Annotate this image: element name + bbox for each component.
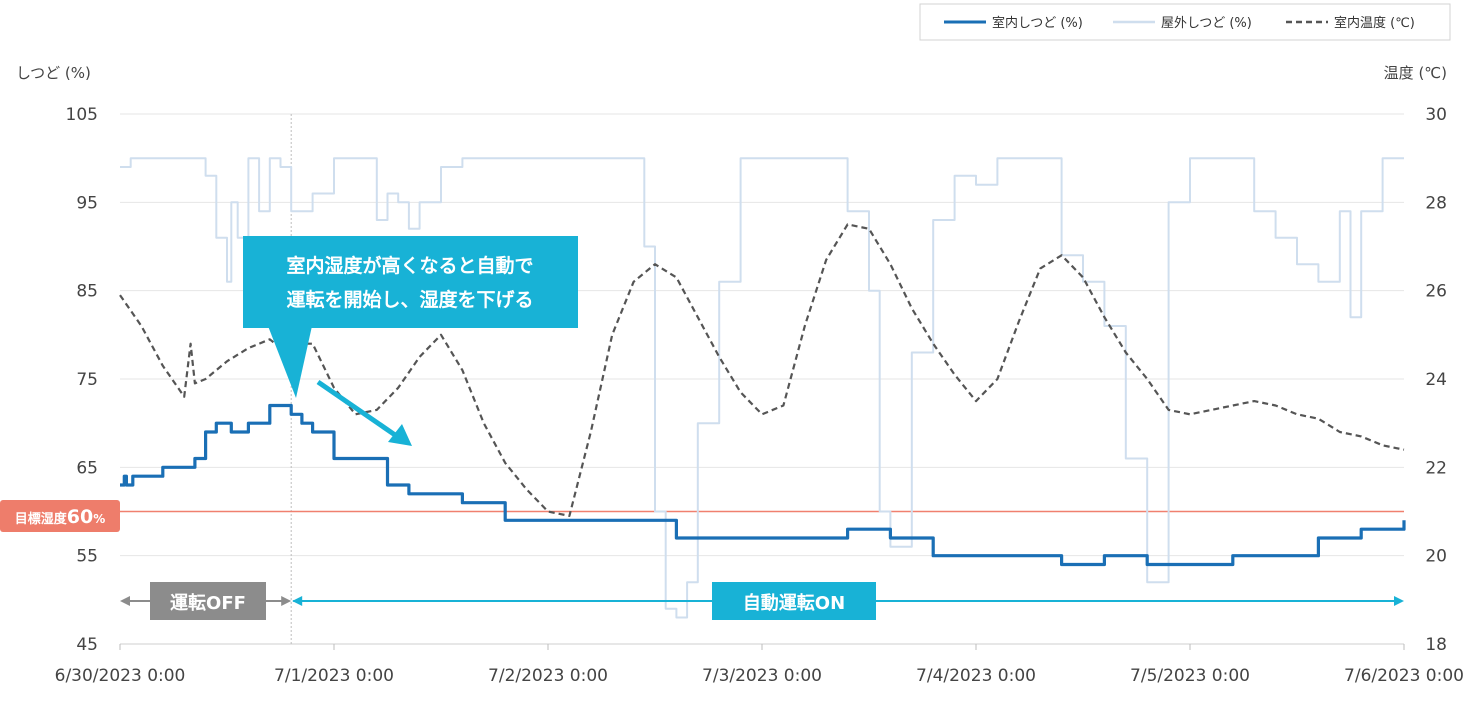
y-left-tick-label: 105 [66,105,98,125]
y-left-tick-label: 45 [76,635,98,655]
y-right-tick-label: 18 [1425,635,1447,655]
x-tick-label: 7/1/2023 0:00 [274,666,394,686]
y-right-tick-label: 22 [1425,458,1447,478]
series-line-outdoor-humidity [120,157,1404,619]
callout-pointer [268,326,312,398]
y-left-tick-label: 75 [76,370,98,390]
off-band-arrowhead-left [120,596,130,606]
svg-text:目標湿度60%: 目標湿度60% [15,506,106,528]
y-left-tick-label: 85 [76,282,98,302]
target-humidity-label: 目標湿度60% [0,500,120,532]
y-right-tick-label: 28 [1425,193,1447,213]
y-right-tick-label: 30 [1425,105,1447,125]
legend-box [919,3,1451,41]
y-left-tick-label: 65 [76,458,98,478]
y-right-tick-label: 20 [1425,547,1447,567]
series-line-indoor-humidity [120,403,1406,567]
on-band-label: 自動運転ON [743,592,845,614]
legend: 室内しつど (%) 屋外しつど (%) 室内温度 (℃) [919,3,1451,41]
legend-label-outdoor-humidity: 屋外しつど (%) [1161,16,1252,31]
target-label-main: 目標湿度 [15,511,68,527]
x-tick-label: 7/5/2023 0:00 [1130,666,1250,686]
on-band-arrowhead-right [1394,596,1404,606]
y-left-axis-title: しつど (%) [16,64,91,82]
x-tick-label: 7/6/2023 0:00 [1344,666,1464,686]
target-label-box [0,500,120,532]
legend-label-indoor-temp: 室内温度 (℃) [1334,15,1415,31]
y-left-tick-label: 95 [76,193,98,213]
legend-label-indoor-humidity: 室内しつど (%) [992,15,1083,31]
x-tick-label: 6/30/2023 0:00 [55,666,186,686]
tick-layer: 105 95 85 75 65 55 45 30 28 26 24 22 20 18 6/30/2023 0… [55,105,1464,686]
callout-line-1: 室内湿度が高くなると自動で [286,254,533,277]
target-label-value: 60 [67,506,93,528]
on-band-label-box [712,582,876,620]
series-layer [119,157,1406,619]
annotation-layer [120,596,1404,606]
x-tick-label: 7/2/2023 0:00 [488,666,608,686]
series-line-indoor-temp [119,223,1405,517]
on-band-arrowhead-left [292,596,303,606]
off-band: 運転OFF [150,582,266,620]
trend-arrow-line [316,379,400,440]
off-band-label-box [150,582,266,620]
y-right-axis-title: 温度 (℃) [1384,64,1447,82]
x-tick-label: 7/4/2023 0:00 [916,666,1036,686]
y-right-tick-label: 26 [1425,282,1447,302]
y-right-tick-label: 24 [1425,370,1447,390]
x-tick-label: 7/3/2023 0:00 [702,666,822,686]
trend-arrow-head [388,424,412,446]
off-band-arrowhead-right [281,596,292,606]
callout: 室内湿度が高くなると自動で 運転を開始し、湿度を下げる [243,236,578,446]
y-left-tick-label: 55 [76,547,98,567]
callout-box [243,236,578,328]
off-band-label: 運転OFF [170,592,246,614]
target-label-unit: % [93,512,105,526]
on-band: 自動運転ON [712,582,876,620]
callout-line-2: 運転を開始し、湿度を下げる [286,288,533,311]
